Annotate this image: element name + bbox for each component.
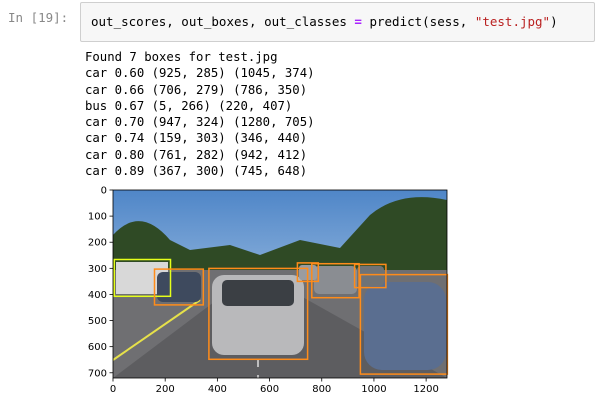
x-tick-label: 0 [110,384,116,395]
x-tick-label: 200 [156,384,175,395]
x-tick-label: 800 [312,384,331,395]
x-tick-label: 1000 [361,384,386,395]
code-token: = [354,14,362,29]
output-line: car 0.60 (925, 285) (1045, 374) [85,66,315,81]
axes-frame [112,189,448,379]
x-tick-label: 1200 [413,384,438,395]
code: out_scores, out_boxes, out_classes = pre… [91,14,558,29]
y-tick-label: 700 [88,368,107,379]
output-line: car 0.74 (159, 303) (346, 440) [85,131,308,146]
code-token: predict(sess, [361,14,475,29]
output-line: car 0.66 (706, 279) (786, 350) [85,82,308,97]
code-cell[interactable]: out_scores, out_boxes, out_classes = pre… [80,2,595,42]
code-token: "test.jpg" [474,14,551,29]
output-line: bus 0.67 (5, 266) (220, 407) [85,98,293,113]
output-line: Found 7 boxes for test.jpg [85,50,278,64]
x-tick-label: 600 [260,384,279,395]
y-tick-label: 0 [101,186,107,197]
y-tick-label: 100 [88,212,107,223]
y-tick-label: 400 [88,290,107,301]
input-prompt: In [19]: [8,10,69,25]
y-tick-label: 300 [88,264,107,275]
y-tick-label: 500 [88,316,107,327]
output-line: car 0.80 (761, 282) (942, 412) [85,147,308,162]
y-tick-label: 200 [88,238,107,249]
detection-boxes [113,258,449,375]
output-line: car 0.89 (367, 300) (745, 648) [85,164,308,179]
code-token: ) [550,14,558,29]
y-tick-label: 600 [88,342,107,353]
output-line: car 0.70 (947, 324) (1280, 705) [85,115,315,130]
code-token: out_scores, out_boxes, out_classes [91,14,355,29]
x-tick-label: 400 [208,384,227,395]
output: Found 7 boxes for test.jpg car 0.60 (925,… [85,49,315,179]
photo [112,190,447,378]
